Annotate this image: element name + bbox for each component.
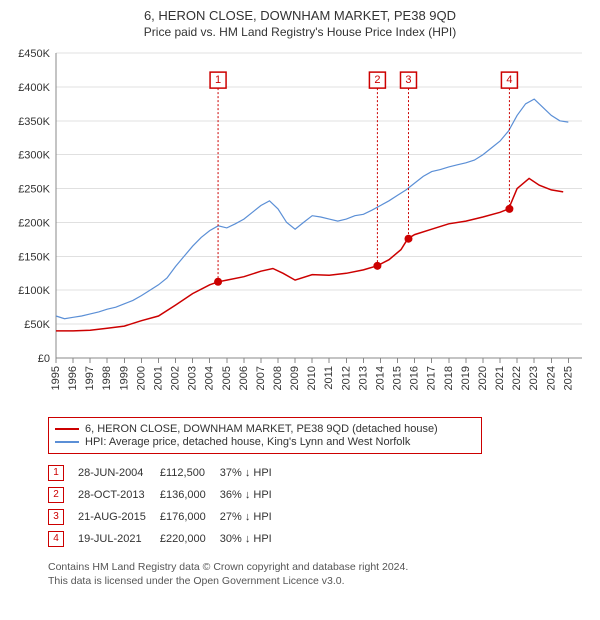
svg-text:£200K: £200K bbox=[18, 217, 50, 229]
svg-text:2017: 2017 bbox=[426, 366, 438, 390]
sale-index-box: 2 bbox=[48, 487, 64, 503]
svg-text:2011: 2011 bbox=[323, 366, 335, 390]
svg-text:£0: £0 bbox=[38, 353, 50, 365]
title-main: 6, HERON CLOSE, DOWNHAM MARKET, PE38 9QD bbox=[8, 8, 592, 23]
sale-index-box: 4 bbox=[48, 531, 64, 547]
sale-date: 19-JUL-2021 bbox=[78, 528, 160, 550]
svg-text:£250K: £250K bbox=[18, 184, 50, 196]
footer-attribution: Contains HM Land Registry data © Crown c… bbox=[48, 560, 558, 588]
svg-text:£450K: £450K bbox=[18, 48, 50, 60]
legend-item: HPI: Average price, detached house, King… bbox=[55, 436, 475, 448]
svg-text:2006: 2006 bbox=[238, 366, 250, 390]
svg-text:1995: 1995 bbox=[50, 366, 62, 390]
svg-text:£350K: £350K bbox=[18, 116, 50, 128]
svg-text:2013: 2013 bbox=[357, 366, 369, 390]
sale-hpi-diff: 37% ↓ HPI bbox=[220, 462, 286, 484]
svg-text:2009: 2009 bbox=[289, 366, 301, 390]
sales-table: 1 28-JUN-2004£112,50037% ↓ HPI 2 28-OCT-201… bbox=[48, 462, 286, 550]
sale-hpi-diff: 30% ↓ HPI bbox=[220, 528, 286, 550]
svg-text:4: 4 bbox=[506, 74, 512, 86]
svg-text:2012: 2012 bbox=[340, 366, 352, 390]
svg-text:2000: 2000 bbox=[135, 366, 147, 390]
footer-line2: This data is licensed under the Open Gov… bbox=[48, 575, 345, 587]
table-row: 3 21-AUG-2015£176,00027% ↓ HPI bbox=[48, 506, 286, 528]
sale-price: £136,000 bbox=[160, 484, 220, 506]
svg-text:1997: 1997 bbox=[84, 366, 96, 390]
table-row: 4 19-JUL-2021£220,00030% ↓ HPI bbox=[48, 528, 286, 550]
svg-text:2025: 2025 bbox=[562, 366, 574, 390]
svg-text:2010: 2010 bbox=[306, 366, 318, 390]
svg-text:£150K: £150K bbox=[18, 251, 50, 263]
sale-price: £220,000 bbox=[160, 528, 220, 550]
svg-text:2008: 2008 bbox=[272, 366, 284, 390]
sale-date: 28-OCT-2013 bbox=[78, 484, 160, 506]
sale-date: 21-AUG-2015 bbox=[78, 506, 160, 528]
sale-index-box: 1 bbox=[48, 465, 64, 481]
footer-line1: Contains HM Land Registry data © Crown c… bbox=[48, 561, 408, 573]
svg-text:2022: 2022 bbox=[511, 366, 523, 390]
svg-text:2018: 2018 bbox=[443, 366, 455, 390]
svg-text:1: 1 bbox=[215, 74, 221, 86]
svg-text:2020: 2020 bbox=[477, 366, 489, 390]
svg-text:£100K: £100K bbox=[18, 285, 50, 297]
chart-title-block: 6, HERON CLOSE, DOWNHAM MARKET, PE38 9QD… bbox=[8, 8, 592, 39]
svg-text:2014: 2014 bbox=[374, 366, 386, 390]
line-chart: £0 £50K £100K £150K £200K £250K £300K £350K £400… bbox=[8, 43, 592, 413]
svg-text:2015: 2015 bbox=[392, 366, 404, 390]
legend-swatch bbox=[55, 428, 79, 430]
svg-text:1996: 1996 bbox=[67, 366, 79, 390]
svg-text:2023: 2023 bbox=[528, 366, 540, 390]
sale-hpi-diff: 27% ↓ HPI bbox=[220, 506, 286, 528]
table-row: 1 28-JUN-2004£112,50037% ↓ HPI bbox=[48, 462, 286, 484]
legend-swatch bbox=[55, 441, 79, 443]
sale-hpi-diff: 36% ↓ HPI bbox=[220, 484, 286, 506]
chart-legend: 6, HERON CLOSE, DOWNHAM MARKET, PE38 9QD… bbox=[48, 417, 482, 454]
legend-label: HPI: Average price, detached house, King… bbox=[85, 436, 410, 448]
legend-label: 6, HERON CLOSE, DOWNHAM MARKET, PE38 9QD… bbox=[85, 423, 438, 435]
svg-text:2002: 2002 bbox=[170, 366, 182, 390]
svg-text:£400K: £400K bbox=[18, 82, 50, 94]
svg-text:1999: 1999 bbox=[118, 366, 130, 390]
svg-text:£50K: £50K bbox=[24, 319, 50, 331]
svg-text:£300K: £300K bbox=[18, 150, 50, 162]
svg-text:2016: 2016 bbox=[409, 366, 421, 390]
svg-text:2019: 2019 bbox=[460, 366, 472, 390]
svg-text:2003: 2003 bbox=[187, 366, 199, 390]
svg-text:3: 3 bbox=[405, 74, 411, 86]
sale-price: £112,500 bbox=[160, 462, 220, 484]
svg-text:2: 2 bbox=[374, 74, 380, 86]
sale-index-box: 3 bbox=[48, 509, 64, 525]
svg-text:2024: 2024 bbox=[545, 366, 557, 390]
svg-text:2001: 2001 bbox=[152, 366, 164, 390]
sale-price: £176,000 bbox=[160, 506, 220, 528]
svg-text:2021: 2021 bbox=[494, 366, 506, 390]
svg-text:2007: 2007 bbox=[255, 366, 267, 390]
title-sub: Price paid vs. HM Land Registry's House … bbox=[8, 25, 592, 39]
legend-item: 6, HERON CLOSE, DOWNHAM MARKET, PE38 9QD… bbox=[55, 423, 475, 435]
table-row: 2 28-OCT-2013£136,00036% ↓ HPI bbox=[48, 484, 286, 506]
svg-text:1998: 1998 bbox=[101, 366, 113, 390]
svg-text:2004: 2004 bbox=[204, 366, 216, 390]
sale-date: 28-JUN-2004 bbox=[78, 462, 160, 484]
svg-text:2005: 2005 bbox=[221, 366, 233, 390]
